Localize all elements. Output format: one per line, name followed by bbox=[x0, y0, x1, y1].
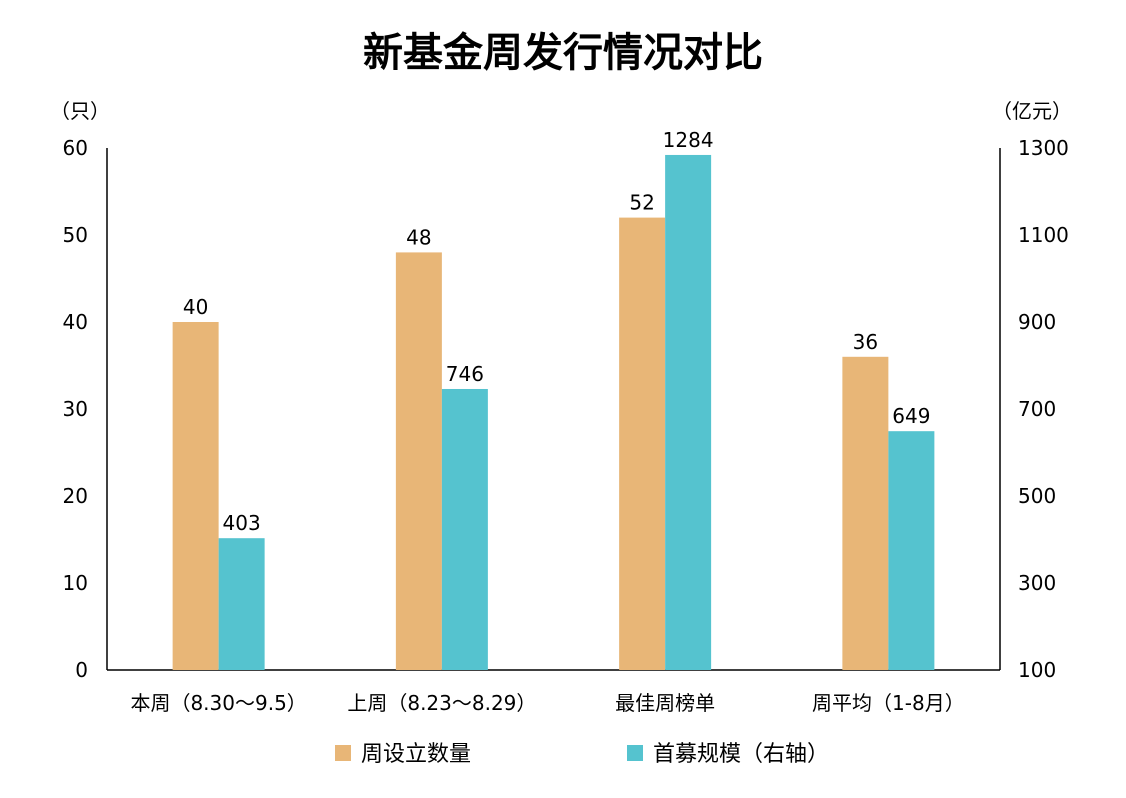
chart-title: 新基金周发行情况对比 bbox=[363, 30, 763, 76]
left-axis-tick-label: 40 bbox=[63, 310, 88, 334]
left-axis-tick-label: 0 bbox=[75, 658, 88, 682]
legend-label: 周设立数量 bbox=[361, 742, 471, 767]
right-axis-tick-label: 100 bbox=[1018, 658, 1056, 682]
right-axis-tick-label: 300 bbox=[1018, 571, 1056, 595]
data-label: 746 bbox=[446, 362, 484, 386]
bar bbox=[619, 217, 666, 670]
bar bbox=[441, 388, 488, 670]
left-axis-tick-label: 20 bbox=[63, 484, 88, 508]
data-label: 649 bbox=[892, 404, 930, 428]
data-label: 48 bbox=[406, 225, 431, 249]
right-axis-tick-label: 1100 bbox=[1018, 223, 1069, 247]
data-label: 40 bbox=[183, 295, 208, 319]
left-axis-tick-label: 60 bbox=[63, 136, 88, 160]
category-label: 本周（8.30～9.5） bbox=[130, 691, 306, 715]
left-axis-unit: （只） bbox=[50, 99, 110, 123]
category-label: 上周（8.23～8.29） bbox=[347, 691, 536, 715]
legend-swatch bbox=[627, 745, 643, 761]
category-label: 周平均（1-8月） bbox=[812, 691, 965, 715]
legend-label: 首募规模（右轴） bbox=[653, 742, 829, 767]
right-axis-unit: （亿元） bbox=[992, 99, 1072, 123]
right-axis-tick-label: 1300 bbox=[1018, 136, 1069, 160]
data-label: 52 bbox=[629, 191, 654, 215]
bar bbox=[218, 538, 265, 670]
data-label: 403 bbox=[223, 511, 261, 535]
data-label: 36 bbox=[853, 330, 878, 354]
bar bbox=[842, 356, 889, 670]
right-axis-tick-label: 900 bbox=[1018, 310, 1056, 334]
data-label: 1284 bbox=[663, 128, 714, 152]
legend-swatch bbox=[335, 745, 351, 761]
category-label: 最佳周榜单 bbox=[615, 691, 715, 715]
bar bbox=[172, 322, 219, 670]
left-axis-tick-label: 50 bbox=[63, 223, 88, 247]
left-axis-tick-label: 10 bbox=[63, 571, 88, 595]
bar bbox=[395, 252, 442, 670]
right-axis-tick-label: 700 bbox=[1018, 397, 1056, 421]
bar bbox=[888, 431, 935, 670]
left-axis-tick-label: 30 bbox=[63, 397, 88, 421]
right-axis-tick-label: 500 bbox=[1018, 484, 1056, 508]
bar bbox=[665, 154, 712, 670]
